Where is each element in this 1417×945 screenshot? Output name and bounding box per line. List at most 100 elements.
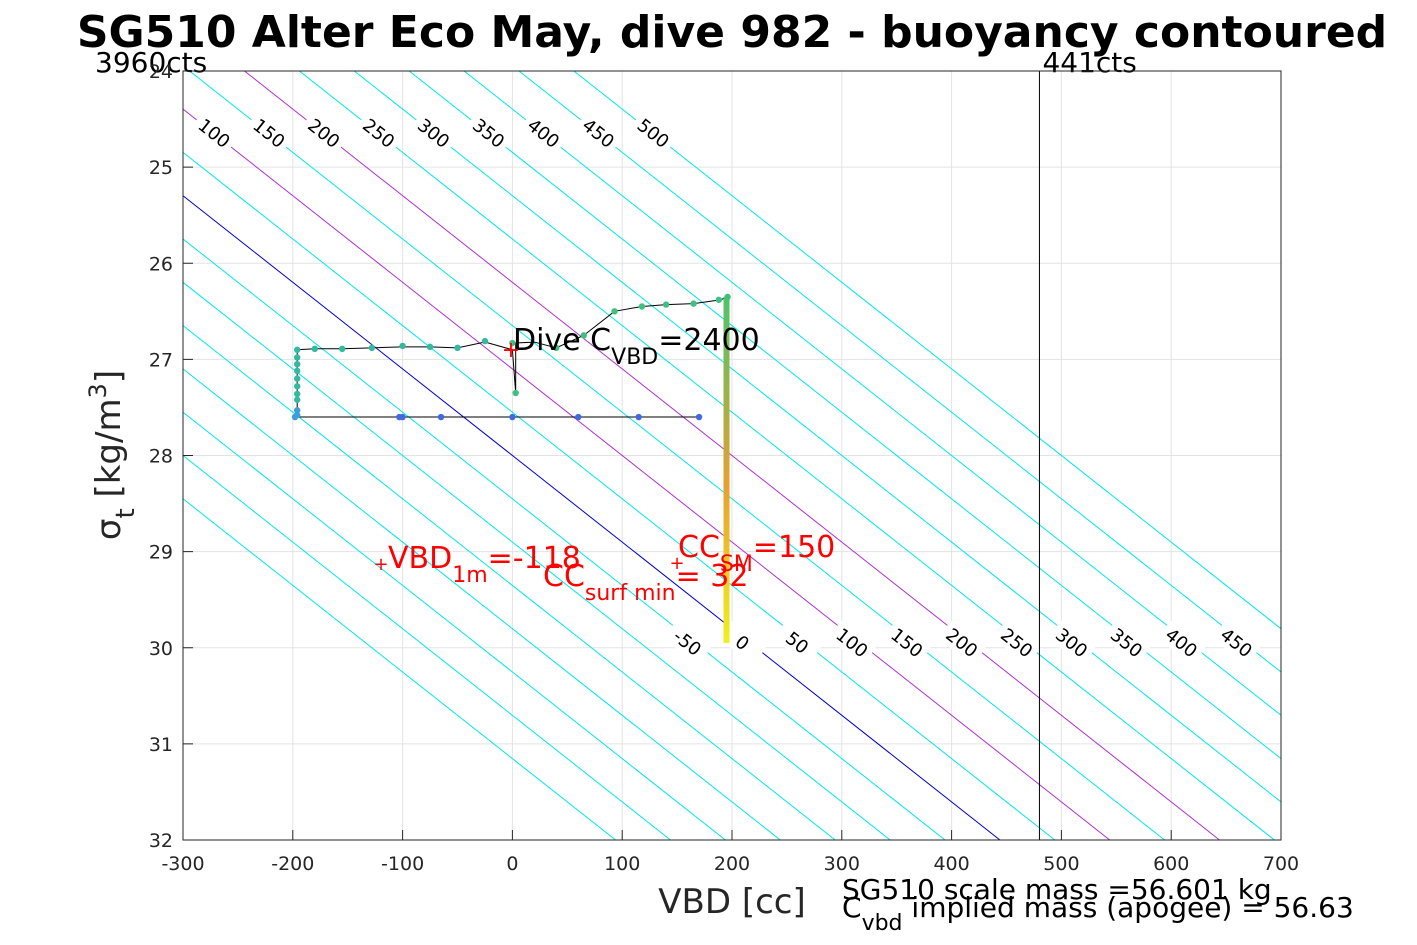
data-point [690,300,697,307]
contour-label-bg [882,620,931,666]
contour-line [353,71,1281,803]
x-tick-label: -100 [381,853,424,875]
contour-label-bg [464,111,513,156]
contour-label-bg [1212,620,1261,666]
data-point [580,332,587,339]
data-point [293,375,301,382]
cc-sm-label: CCSM=150 [678,530,835,577]
data-point [293,354,301,361]
contour-line [183,108,1111,840]
y-tick-label: 26 [149,253,173,275]
vbd-1m-post: =-118 [488,541,581,576]
contour-label-bg [354,111,403,156]
y-axis-unit-sup: 3 [84,383,112,398]
dive-path [296,296,730,643]
contour-label-bg [519,111,568,156]
contour-label-bg [663,620,712,666]
data-point [611,308,618,315]
data-point [724,293,731,301]
contour-line [299,71,1275,840]
data-point [553,344,560,352]
contour-label-bg [992,620,1041,666]
vbd-1m-sub: 1m [452,563,487,588]
dive-c-vbd-post: =2400 [658,323,759,358]
contour-label-bg [827,620,876,666]
contour-label-bg [717,620,767,666]
data-point [368,344,376,352]
y-tick-label: 24 [149,61,173,83]
contour-label-bg [1047,620,1096,666]
cc-surf-min-label: CCsurf min= 32 [543,559,748,606]
x-tick-label: -300 [161,853,204,875]
data-point [454,344,461,352]
contour-label-bg [189,111,238,156]
x-tick-label: 200 [714,853,750,875]
data-point [715,296,723,303]
contour-line [183,411,726,840]
x-tick-label: 100 [604,853,640,875]
data-point [512,389,519,397]
data-point [311,345,318,353]
data-point [509,413,516,421]
implied-mass-sub: vbd [862,911,903,936]
data-point [339,345,346,353]
data-point [437,413,445,421]
cc-surf-min-sub: surf min [585,581,676,606]
y-axis-label: σt [kg/m3] [84,370,141,540]
vbd-1m-label: VBD1m=-118 [388,541,581,588]
contour-line [183,195,1001,840]
data-point [291,413,299,421]
y-tick-label: 28 [149,446,173,468]
data-point [399,413,406,421]
contour-label-bg [772,620,822,666]
scale-mass-text: SG510 scale mass =56.601 kg [842,873,1272,906]
dive-path-line [296,296,727,418]
y-axis-unit-pre: [kg/m [89,398,129,508]
contour-line [244,71,1220,840]
data-point [575,413,582,421]
dive-c-vbd-plus: + [502,338,520,363]
contour-label-bg [299,111,348,156]
data-point [638,303,646,310]
implied-mass-pre: C [842,891,862,924]
contour-label-bg [937,620,986,666]
data-point [399,342,406,350]
contour-line [463,71,1281,716]
dive-points [291,293,731,421]
chart-title: SG510 Alter Eco May, dive 982 - buoyancy… [77,7,1387,58]
y-axis-sigma: σ [89,519,129,541]
y-tick-label: 31 [149,734,173,756]
data-point [293,396,301,403]
y-axis-sub: t [111,508,141,518]
cc-sm-plus: + [669,553,684,574]
contour-line [183,238,946,840]
buoyancy-contours [183,71,1281,840]
x-tick-label: 700 [1263,853,1299,875]
data-point [635,413,642,421]
y-tick-label: 27 [149,349,173,371]
contour-line [183,281,891,840]
contour-label-bg [244,111,293,156]
data-point [293,383,301,390]
dive-c-vbd-pre: Dive C [513,323,611,358]
vertical-profile [723,296,730,643]
dive-c-vbd-label: Dive CVBD=2400 [513,323,760,370]
x-tick-label: 300 [824,853,860,875]
contour-line [183,324,836,840]
data-point [662,301,670,308]
data-point [293,346,301,353]
y-tick-label: 25 [149,157,173,179]
y-tick-label: 29 [149,542,173,564]
contour-line [183,151,1056,840]
cc-surf-min-pre: CC [543,559,585,594]
data-point [695,413,703,421]
contour-label-bg [1102,620,1151,666]
data-point [293,360,301,368]
data-point [293,407,301,414]
cc-sm-sub: SM [720,552,753,577]
contour-label-bg [1157,620,1206,666]
x-tick-label: -200 [271,853,314,875]
data-point [509,339,516,347]
contour-label-bg [409,111,458,156]
data-point [426,343,434,351]
